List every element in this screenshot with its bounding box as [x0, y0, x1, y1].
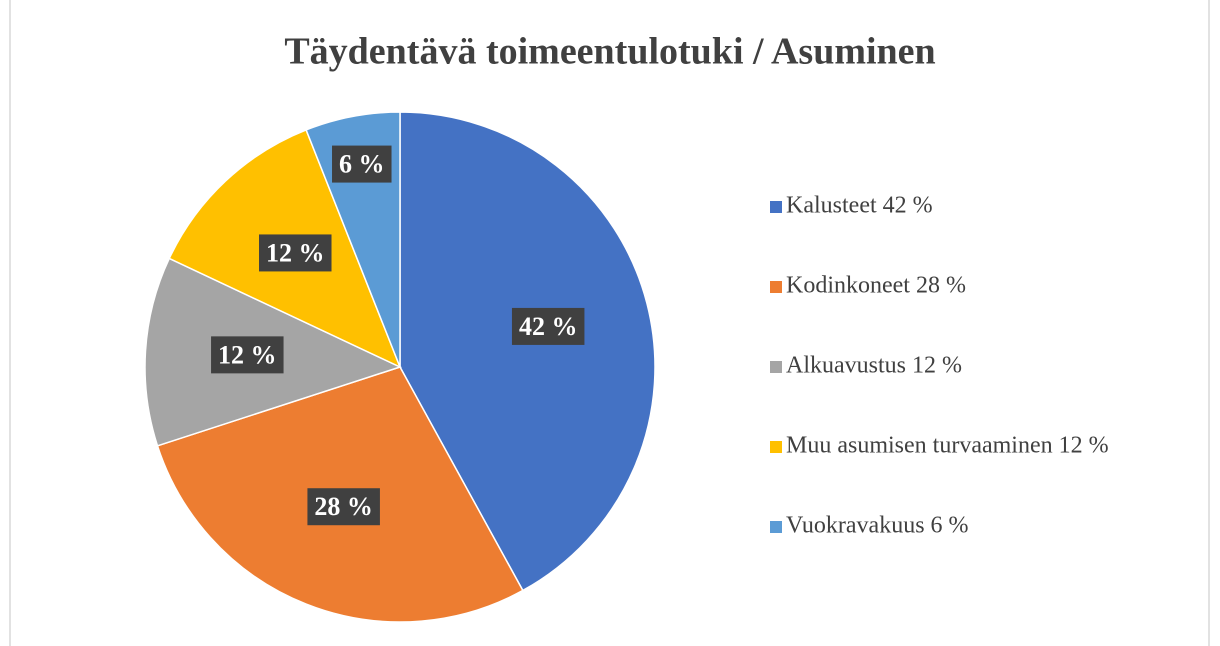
- data-label: 12 %: [218, 340, 277, 369]
- legend-label: Alkuavustus 12 %: [786, 353, 962, 379]
- data-label: 6 %: [339, 150, 385, 179]
- chart-title: Täydentävä toimeentulotuki / Asuminen: [284, 31, 935, 73]
- legend-swatch: [770, 521, 782, 533]
- legend-swatch: [770, 201, 782, 213]
- data-label-box: [332, 145, 392, 183]
- pie-slice: [399, 111, 656, 592]
- data-label-box: [307, 488, 380, 526]
- data-label-box: [259, 234, 332, 272]
- data-label: 28 %: [314, 492, 373, 521]
- data-label: 42 %: [519, 312, 578, 341]
- data-label-box: [511, 307, 585, 345]
- legend-swatch: [770, 441, 782, 453]
- legend-swatch: [770, 281, 782, 293]
- data-label-box: [211, 336, 284, 374]
- legend-swatch: [770, 361, 782, 373]
- legend-label: Muu asumisen turvaaminen 12 %: [786, 433, 1109, 459]
- legend-label: Kalusteet 42 %: [786, 193, 933, 219]
- legend-label: Kodinkoneet 28 %: [786, 273, 966, 299]
- data-label: 12 %: [266, 238, 325, 267]
- legend-label: Vuokravakuus 6 %: [786, 513, 969, 539]
